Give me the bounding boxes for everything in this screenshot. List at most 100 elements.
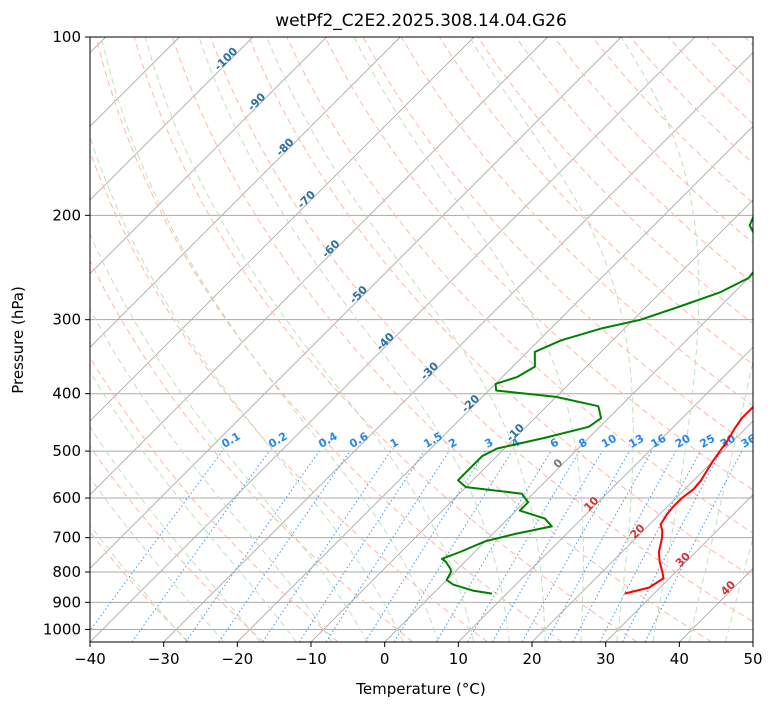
mixing-ratio-line — [218, 450, 351, 642]
dry-adiabat-label: -40 — [374, 330, 397, 353]
isotherm-line — [90, 37, 254, 201]
mixing-ratio-label: 6 — [548, 435, 561, 450]
dry-adiabat-line — [90, 150, 488, 642]
dry-adiabat-label: -50 — [347, 283, 370, 306]
isotherm-line — [90, 37, 696, 642]
y-tick-label: 600 — [52, 489, 81, 507]
isotherm-line — [90, 37, 401, 348]
dry-adiabat-line — [286, 37, 753, 534]
dry-adiabat-label: 10 — [581, 494, 601, 514]
mixing-ratio-line — [521, 450, 630, 642]
dry-adiabat-line — [95, 37, 563, 642]
dry-adiabat-label: -100 — [212, 44, 241, 73]
mixing-ratio-line — [131, 450, 270, 642]
y-tick-label: 300 — [52, 311, 81, 329]
isotherm-line — [90, 37, 475, 422]
moist-adiabat-line — [469, 37, 634, 642]
dry-adiabat-label: -60 — [319, 237, 342, 260]
moist-adiabat-line — [266, 37, 546, 642]
y-tick-label: 200 — [52, 206, 81, 224]
mixing-ratio-line — [298, 450, 425, 642]
mixing-ratio-line — [262, 450, 392, 642]
plot-frame — [89, 36, 754, 643]
dry-adiabat-line — [515, 37, 753, 284]
isotherm-line — [752, 641, 753, 642]
mixing-ratio-line — [435, 450, 552, 642]
dry-adiabat-line — [133, 37, 638, 642]
mixing-ratio-line — [545, 450, 653, 642]
isotherm-line — [384, 273, 753, 642]
mixing-ratio-label: 36 — [739, 432, 759, 451]
x-tick-label: 20 — [522, 650, 541, 668]
mixing-ratio-label: 0.4 — [316, 430, 340, 451]
isotherm-line — [90, 37, 548, 496]
dry-adiabat-line — [90, 531, 190, 642]
mixing-ratio-label: 1 — [388, 436, 401, 451]
x-tick-label: 0 — [380, 650, 390, 668]
mixing-ratio-line — [90, 450, 223, 632]
dry-adiabat-label: -90 — [245, 90, 268, 113]
mixing-ratio-line — [644, 450, 743, 642]
moist-adiabat-line — [620, 37, 700, 642]
y-tick-label: 1000 — [43, 620, 81, 638]
y-tick-label: 800 — [52, 563, 81, 581]
mixing-ratio-label: 25 — [698, 432, 718, 451]
dry-adiabat-label: 30 — [673, 549, 693, 569]
mixing-ratio-label: 1.5 — [421, 430, 444, 451]
x-tick-label: 40 — [670, 650, 689, 668]
temperature-line — [624, 405, 753, 595]
isotherm-line — [531, 420, 753, 642]
moist-adiabat-line — [90, 135, 404, 642]
isotherm-line — [90, 37, 327, 275]
moist-adiabat-line — [725, 536, 753, 642]
isotherm-line — [90, 37, 622, 569]
plot-area: 0.1 0.2 0.4 0.6 1 1.5 2 3 4 6 8 10 13 16 20 25 30 36-100-… — [90, 37, 759, 642]
mixing-ratio-line — [599, 450, 701, 642]
mixing-ratio-label: 13 — [626, 432, 646, 451]
x-tick-label: 50 — [743, 650, 762, 668]
dry-adiabat-line — [90, 259, 414, 642]
dry-adiabat-line — [171, 37, 712, 642]
y-tick-label: 500 — [52, 442, 81, 460]
y-tick-label: 400 — [52, 385, 81, 403]
mixing-ratio-line — [185, 450, 320, 642]
mixing-ratio-line — [325, 450, 450, 642]
moist-adiabat-line — [100, 37, 439, 642]
x-axis-label: Temperature (°C) — [355, 680, 485, 698]
isotherm-line — [458, 346, 753, 642]
dry-adiabat-line — [90, 445, 264, 642]
isotherm-line — [605, 494, 753, 642]
mixing-ratio-line — [572, 450, 677, 642]
dry-adiabat-line — [706, 37, 753, 86]
x-tick-label: −40 — [74, 650, 106, 668]
dry-adiabat-line — [553, 37, 753, 244]
axes: −40 −30 −20 −10 0 10 20 30 40 5010020030040050060… — [43, 28, 763, 668]
isotherm-line — [679, 567, 753, 642]
moist-adiabat-line — [353, 37, 584, 642]
moist-adiabat-line — [144, 37, 475, 642]
dry-adiabat-label: -80 — [273, 135, 296, 158]
chart-title: wetPf2_C2E2.2025.308.14.04.G26 — [275, 11, 567, 31]
x-tick-label: −10 — [295, 650, 327, 668]
dry-adiabat-label: -70 — [295, 188, 318, 211]
y-tick-label: 100 — [52, 28, 81, 46]
dry-adiabat-label: -10 — [504, 421, 527, 444]
dry-adiabat-label: -30 — [418, 359, 441, 382]
dry-adiabat-label: 20 — [628, 521, 648, 541]
dry-adiabat-line — [90, 356, 339, 642]
isotherm-line — [237, 125, 753, 642]
y-axis-label: Pressure (hPa) — [9, 286, 27, 394]
isotherm-line — [163, 52, 753, 642]
mixing-ratio-line — [393, 450, 513, 642]
moist-adiabat-line — [90, 476, 225, 642]
moist-adiabat-line — [688, 358, 753, 642]
x-tick-label: 30 — [596, 650, 615, 668]
dewpoint-line — [441, 214, 753, 595]
y-tick-label: 700 — [52, 529, 81, 547]
mixing-ratio-label: 3 — [482, 436, 495, 451]
x-tick-label: −20 — [222, 650, 254, 668]
moist-adiabat-line — [90, 370, 297, 642]
x-tick-label: 10 — [449, 650, 468, 668]
